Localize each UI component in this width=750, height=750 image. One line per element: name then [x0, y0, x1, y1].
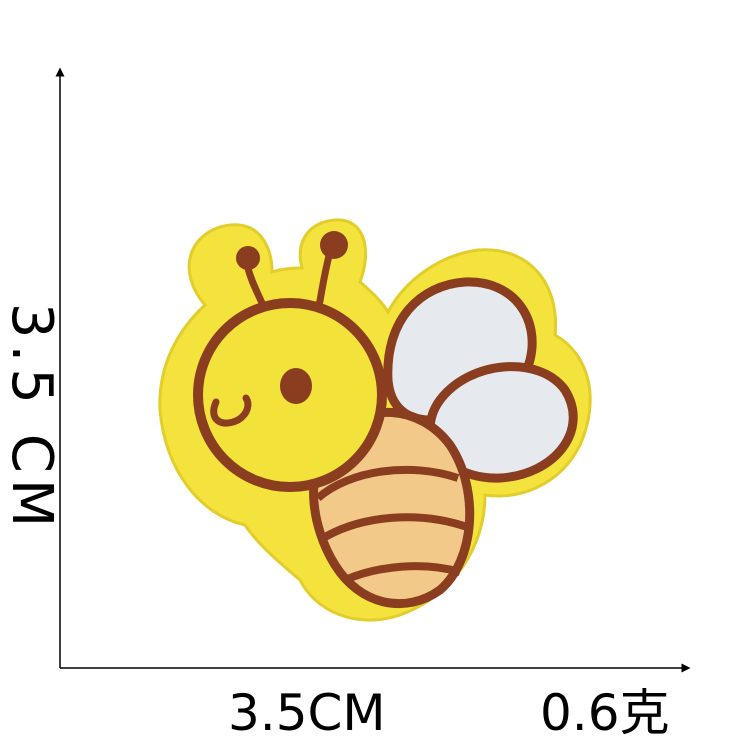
body-stripe-1 [315, 465, 460, 502]
bee-patch-icon [158, 218, 592, 622]
bee-eye [280, 368, 312, 404]
bee-smile [210, 394, 252, 427]
right-antenna-tip [320, 231, 348, 259]
left-antenna-tip [236, 246, 260, 270]
weight-label: 0.6克 [540, 684, 670, 742]
body-stripe-3 [343, 562, 462, 584]
height-label: 3.5 CM [0, 302, 64, 534]
body-stripe-2 [317, 513, 472, 544]
width-label: 3.5CM [228, 684, 386, 742]
